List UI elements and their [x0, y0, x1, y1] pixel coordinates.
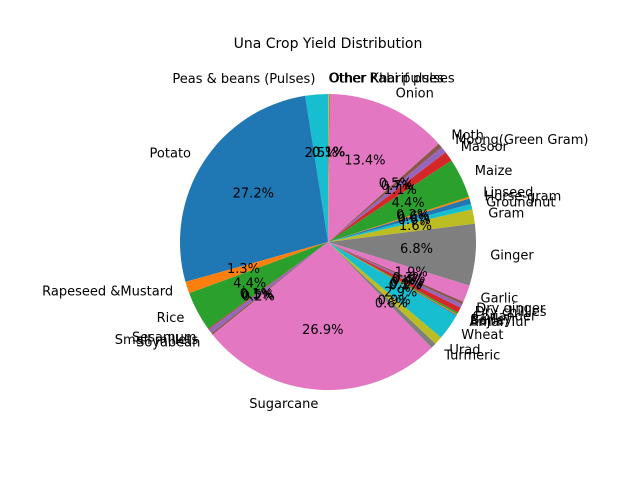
pie-slice-groundnut: [328, 203, 473, 242]
slice-pct-sugarcane: 26.9%: [302, 323, 343, 338]
chart-title: Una Crop Yield Distribution: [234, 36, 423, 52]
pie-slice-rice: [189, 242, 328, 329]
slice-pct-horse-gram: 0.6%: [397, 210, 430, 225]
slice-pct-gram: 1.6%: [399, 219, 432, 234]
slice-label-peas-beans-pulses: Peas & beans (Pulses): [172, 72, 315, 87]
pie-slice-dry-ginger: [328, 242, 464, 305]
slice-label-other-rabi-pulses: Other Rabi pulses: [329, 72, 445, 87]
pie-slice-dry-chillies: [328, 242, 463, 308]
pie-slice-urad: [328, 242, 442, 344]
slice-pct-potato: 27.2%: [233, 187, 274, 202]
pie-slice-wheat: [328, 242, 457, 338]
slice-pct-arhar-tur: 0.1%: [389, 279, 422, 294]
slice-label-rice: Rice: [157, 311, 185, 326]
pie-labels: Peas & beans (Pulses) 2.5% Potato 27.2% Rape…: [42, 72, 588, 412]
slice-pct-bajra: 0.1%: [389, 278, 422, 293]
pie-slice-maize: [328, 160, 469, 242]
pie-slice-small-millets: [208, 242, 328, 334]
pie-slice-other-kharif-pulses: [328, 94, 330, 242]
slice-label-wheat: Wheat: [461, 328, 503, 343]
slice-label-onion: Onion: [396, 86, 434, 101]
slice-pct-garlic: 1.9%: [395, 266, 428, 281]
slice-pct-peas-beans-pulses: 2.5%: [305, 146, 338, 161]
slice-pct-onion: 13.4%: [344, 154, 385, 169]
pie-slice-rapeseed-mustard: [185, 242, 328, 294]
slice-pct-rapeseed-mustard: 1.3%: [227, 262, 260, 277]
slice-pct-urad: 0.9%: [378, 294, 411, 309]
slice-pct-dry-chillies: 0.4%: [392, 273, 425, 288]
slice-label-turmeric: Turmeric: [443, 349, 500, 364]
slice-pct-other-rabi-pulses: 0.1%: [312, 146, 345, 161]
slice-label-small-millets: Small millets: [115, 333, 199, 348]
pie-slice-potato: [180, 95, 328, 282]
pie-slice-ginger: [328, 223, 477, 286]
slice-pct-rice: 4.4%: [233, 276, 266, 291]
pie-slice-sugarcane: [212, 242, 432, 390]
slice-label-dry-chillies: Dry chillies: [475, 305, 547, 320]
slice-label-rapeseed-mustard: Rapeseed &Mustard: [42, 285, 173, 300]
slice-label-other-kharif-pulses: Other Kharif pulses: [330, 72, 455, 87]
pie-slice-bajra: [328, 242, 458, 315]
pie-slice-moth: [328, 143, 442, 242]
slice-label-garlic: Garlic: [481, 291, 519, 306]
slice-label-potato: Potato: [150, 147, 191, 162]
slice-pct-linseed: 0.2%: [396, 208, 429, 223]
slice-pct-turmeric: 0.6%: [375, 297, 408, 312]
slice-pct-barley: 0.2%: [389, 277, 422, 292]
slice-label-groundnut: Groundnut: [486, 196, 555, 211]
slice-label-soyabean: Soyabean: [136, 336, 200, 351]
pie-slice-linseed: [328, 196, 470, 242]
pie-slice-horse-gram: [328, 198, 471, 242]
slice-pct-wheat: 2.9%: [384, 286, 417, 301]
pie-slice-peas-beans-pulses: [305, 94, 328, 242]
slice-pct-groundnut: 0.6%: [398, 213, 431, 228]
slice-pct-soyabean: 0.2%: [242, 290, 275, 305]
pie-slice-coriander: [328, 242, 461, 313]
pie-slice-onion: [328, 94, 439, 242]
slice-pct-moth: 0.5%: [379, 177, 412, 192]
slice-label-maize: Maize: [475, 164, 513, 179]
pie-slice-arhar-tur: [328, 242, 457, 316]
pie-slice-barley: [328, 242, 459, 315]
slice-pct-sesamum: 0.1%: [240, 287, 273, 302]
slice-pct-maize: 4.4%: [392, 196, 425, 211]
pie-slice-other-rabi-pulses: [328, 93, 329, 242]
slice-label-moth: Moth: [451, 128, 484, 143]
slice-pct-ginger: 6.8%: [400, 242, 433, 257]
slice-pct-dry-ginger: 0.3%: [392, 271, 425, 286]
slice-label-dry-ginger: Dry ginger: [476, 302, 546, 317]
slice-label-sugarcane: Sugarcane: [249, 397, 318, 412]
slice-label-gram: Gram: [488, 206, 524, 221]
slice-label-ginger: Ginger: [490, 249, 534, 264]
pie-slice-soyabean: [211, 242, 328, 335]
slice-label-horse-gram: Horse-gram: [485, 190, 562, 205]
slice-label-coriander: Coriander: [473, 309, 537, 324]
slice-label-arhar-tur: Arhar/Tur: [469, 315, 529, 330]
pie-slice-gram: [328, 209, 475, 242]
slice-pct-small-millets: 0.5%: [241, 288, 274, 303]
slice-label-urad: Urad: [449, 343, 480, 358]
slice-label-moong-green-gram: Moong(Green Gram): [455, 133, 588, 148]
pie-slice-garlic: [328, 242, 470, 302]
slice-label-barley: Barley: [471, 313, 513, 328]
pie-slice-turmeric: [328, 242, 436, 348]
slice-label-bajra: Bajra: [470, 314, 504, 329]
pie-slice-sesamum: [208, 242, 328, 330]
slice-label-linseed: Linseed: [483, 186, 533, 201]
pie-slices: [180, 93, 477, 390]
pie-slice-masoor: [328, 152, 452, 242]
slice-label-sesamum: Sesamum: [132, 330, 197, 345]
slice-pct-other-kharif-pulses: 0.1%: [312, 146, 345, 161]
pie-slice-moong-green-gram: [328, 147, 446, 242]
slice-pct-moong-green-gram: 0.7%: [381, 179, 414, 194]
slice-label-masoor: Masoor: [461, 140, 509, 155]
slice-pct-masoor: 1.1%: [384, 183, 417, 198]
slice-pct-coriander: 0.6%: [390, 275, 423, 290]
